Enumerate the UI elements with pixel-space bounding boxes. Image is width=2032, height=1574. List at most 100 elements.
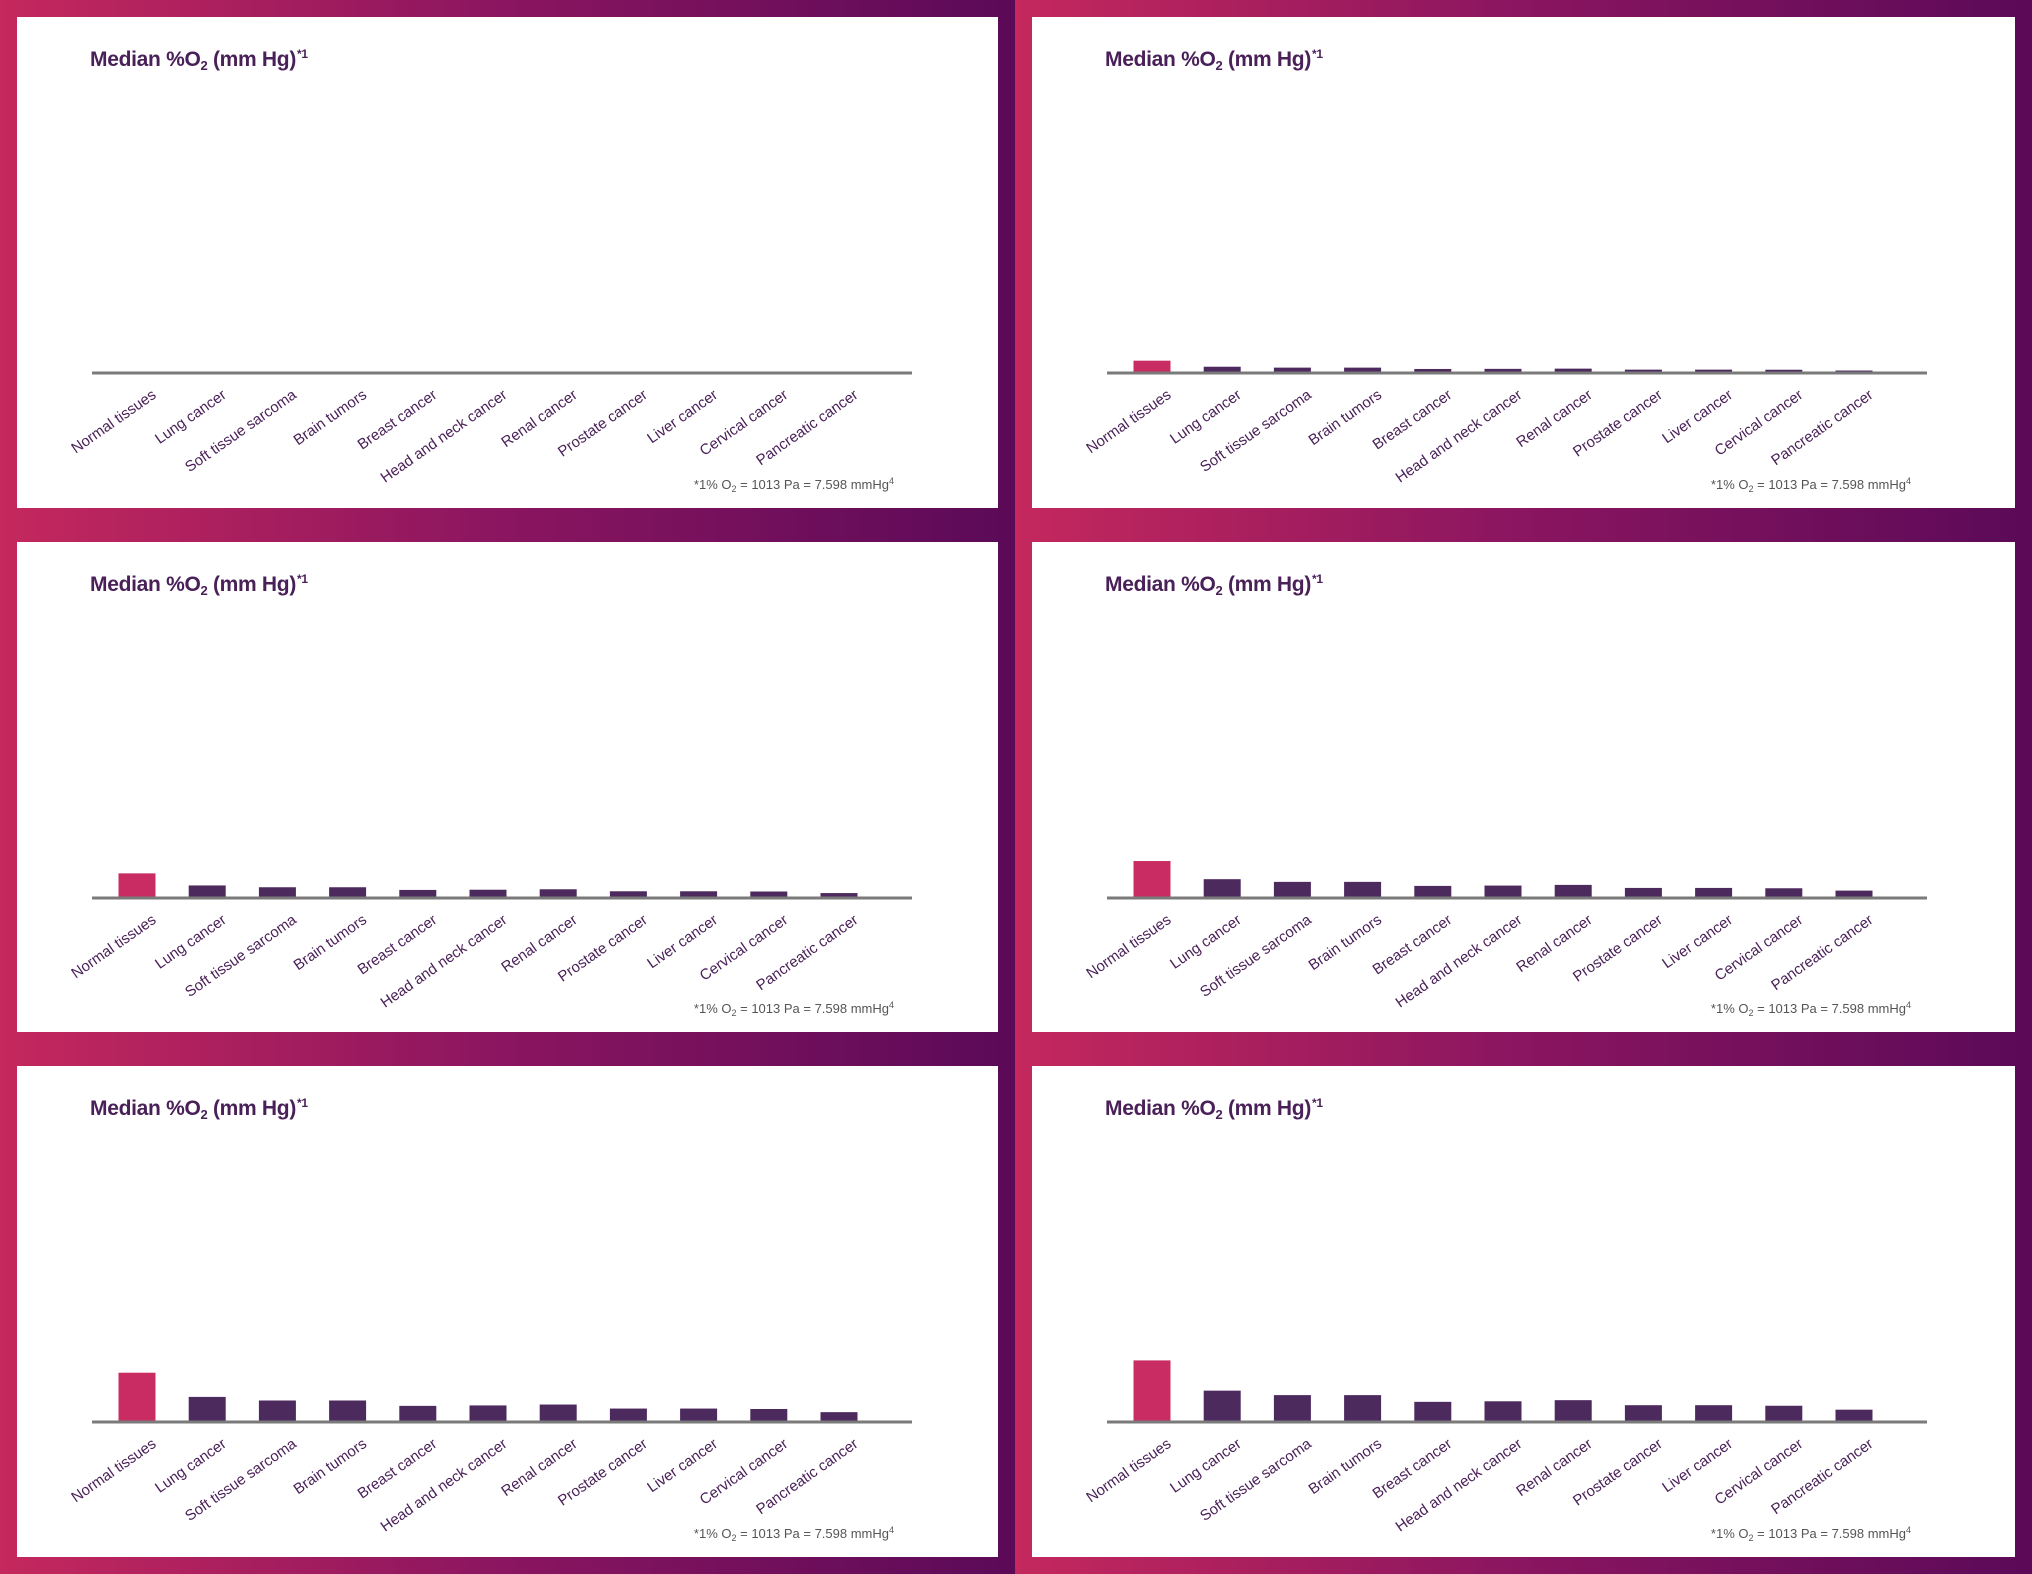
- bar: [750, 1409, 788, 1422]
- x-tick-label: Normal tissues: [1083, 1435, 1174, 1506]
- footnote-reference: 4: [888, 1525, 894, 1535]
- bar: [329, 1400, 367, 1422]
- bar: [680, 1408, 718, 1422]
- bar: [1344, 367, 1382, 373]
- footnote-subscript: 2: [731, 1008, 737, 1018]
- chart-title-footnote-mark: *1: [1312, 1096, 1323, 1110]
- x-tick-label: Head and neck cancer: [1393, 1435, 1526, 1535]
- footnote-subscript: 2: [731, 1533, 737, 1543]
- footnote: *1% O2 = 1013 Pa = 7.598 mmHg4: [1711, 1000, 1911, 1018]
- bar: [469, 1405, 507, 1422]
- bar: [399, 889, 437, 898]
- footnote: *1% O2 = 1013 Pa = 7.598 mmHg4: [694, 476, 894, 494]
- footnote-subscript: 2: [1748, 1008, 1754, 1018]
- footnote-conversion: = 1013 Pa = 7.598 mmHg: [736, 477, 889, 492]
- chart-title-subscript: 2: [1215, 58, 1223, 73]
- chart-title-subscript: 2: [200, 58, 208, 73]
- chart-title-subscript: 2: [1215, 1107, 1223, 1122]
- bar: [750, 891, 788, 898]
- x-tick-label: Head and neck cancer: [1393, 911, 1526, 1011]
- bar: [1835, 1409, 1873, 1422]
- bar: [1624, 887, 1662, 898]
- chart-title-unit: (mm Hg): [1222, 48, 1312, 71]
- chart-title: Median %O2 (mm Hg)*1: [90, 572, 308, 598]
- chart-title-footnote-mark: *1: [1312, 572, 1323, 586]
- x-tick-label: Normal tissues: [1083, 911, 1174, 982]
- footnote-conversion: = 1013 Pa = 7.598 mmHg: [1753, 477, 1906, 492]
- bar: [1273, 881, 1311, 898]
- bar: [1765, 888, 1803, 898]
- bar: [609, 1408, 647, 1422]
- bar: [118, 873, 156, 898]
- chart-panel-inner: Median %O2 (mm Hg)*1 Normal tissues Lung c…: [1032, 542, 2015, 1032]
- chart-title-footnote-mark: *1: [297, 47, 308, 61]
- bar: [539, 1404, 577, 1422]
- bar: [1133, 861, 1171, 898]
- footnote-subscript: 2: [731, 484, 737, 494]
- x-tick-label: Normal tissues: [1083, 386, 1174, 457]
- footnote-conversion: = 1013 Pa = 7.598 mmHg: [736, 1001, 889, 1016]
- chart-title: Median %O2 (mm Hg)*1: [1105, 47, 1323, 73]
- chart-title-unit: (mm Hg): [1222, 1097, 1312, 1120]
- x-tick-label: Head and neck cancer: [378, 1435, 511, 1535]
- footnote-text: *1% O: [1710, 1526, 1749, 1541]
- footnote: *1% O2 = 1013 Pa = 7.598 mmHg4: [1711, 476, 1911, 494]
- chart-title-text: Median %O: [90, 48, 201, 71]
- chart-title-footnote-mark: *1: [1312, 47, 1323, 61]
- chart-title: Median %O2 (mm Hg)*1: [1105, 1096, 1323, 1122]
- footnote-text: *1% O: [693, 1526, 732, 1541]
- footnote: *1% O2 = 1013 Pa = 7.598 mmHg4: [694, 1525, 894, 1543]
- footnote-text: *1% O: [1710, 1001, 1749, 1016]
- bar: [118, 1372, 156, 1422]
- footnote: *1% O2 = 1013 Pa = 7.598 mmHg4: [1711, 1525, 1911, 1543]
- bar: [1344, 881, 1382, 898]
- x-tick-label: Head and neck cancer: [1393, 386, 1526, 486]
- bar: [820, 893, 858, 898]
- footnote-conversion: = 1013 Pa = 7.598 mmHg: [736, 1526, 889, 1541]
- bar: [1203, 1390, 1241, 1422]
- bar: [1414, 368, 1452, 373]
- x-tick-label: Head and neck cancer: [378, 386, 511, 486]
- bar: [1414, 1401, 1452, 1422]
- footnote-text: *1% O: [1710, 477, 1749, 492]
- bar: [1695, 1405, 1733, 1422]
- chart-panel-inner: Median %O2 (mm Hg)*1 Normal tissues Lung c…: [17, 1066, 998, 1557]
- bar: [1554, 368, 1592, 373]
- bar: [1133, 360, 1171, 373]
- chart-panel: Median %O2 (mm Hg)*1 Normal tissues Lung c…: [1015, 525, 2032, 1049]
- bar: [1484, 368, 1522, 373]
- bar: [609, 891, 647, 898]
- bar: [399, 1405, 437, 1422]
- footnote-conversion: = 1013 Pa = 7.598 mmHg: [1753, 1526, 1906, 1541]
- chart-title-unit: (mm Hg): [207, 573, 297, 596]
- bar: [1133, 1360, 1171, 1422]
- footnote: *1% O2 = 1013 Pa = 7.598 mmHg4: [694, 1000, 894, 1018]
- chart-panel: Median %O2 (mm Hg)*1 Normal tissues Lung c…: [0, 525, 1015, 1049]
- bar: [1624, 369, 1662, 373]
- bar: [1695, 887, 1733, 898]
- footnote-reference: 4: [1905, 1525, 1911, 1535]
- footnote-reference: 4: [1905, 476, 1911, 486]
- chart-title-footnote-mark: *1: [297, 1096, 308, 1110]
- x-tick-label: Normal tissues: [68, 911, 159, 982]
- bar: [188, 885, 226, 898]
- bar: [1414, 885, 1452, 898]
- bar: [1484, 1401, 1522, 1422]
- chart-panel: Median %O2 (mm Hg)*1 Normal tissues Lung c…: [0, 0, 1015, 525]
- bar: [1835, 890, 1873, 898]
- bar: [258, 1400, 296, 1422]
- footnote-text: *1% O: [693, 1001, 732, 1016]
- chart-panel-inner: Median %O2 (mm Hg)*1 Normal tissues Lung c…: [1032, 1066, 2015, 1557]
- chart-title-text: Median %O: [1105, 573, 1216, 596]
- chart-title-subscript: 2: [200, 1107, 208, 1122]
- chart-title-text: Median %O: [90, 573, 201, 596]
- chart-title: Median %O2 (mm Hg)*1: [90, 47, 308, 73]
- chart-panel-inner: Median %O2 (mm Hg)*1 Normal tissues Lung c…: [1032, 17, 2015, 508]
- footnote-conversion: = 1013 Pa = 7.598 mmHg: [1753, 1001, 1906, 1016]
- footnote-reference: 4: [1905, 1000, 1911, 1010]
- bar: [1765, 1405, 1803, 1422]
- bar: [680, 891, 718, 898]
